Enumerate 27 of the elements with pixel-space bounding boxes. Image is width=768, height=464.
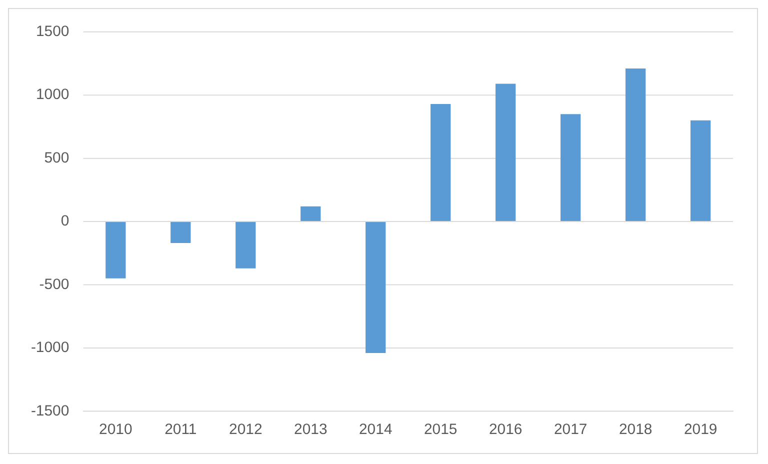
x-tick-label: 2014 xyxy=(358,421,392,438)
bar xyxy=(626,68,646,222)
y-tick-label: 1500 xyxy=(36,23,70,40)
x-tick-label: 2012 xyxy=(229,421,262,438)
x-tick-label: 2011 xyxy=(164,421,197,438)
bar xyxy=(690,120,711,222)
y-tick-label: 500 xyxy=(44,149,70,166)
bar xyxy=(496,84,516,222)
bar xyxy=(236,222,256,268)
y-tick-label: 1000 xyxy=(36,86,70,104)
bar xyxy=(300,206,321,222)
bar xyxy=(106,222,126,278)
y-tick-label: 0 xyxy=(60,212,70,230)
y-tick-label: -1500 xyxy=(30,402,70,420)
bar xyxy=(366,222,386,354)
x-tick-label: 2017 xyxy=(554,421,588,438)
y-tick-label: -500 xyxy=(39,276,70,293)
y-tick-label: -1000 xyxy=(30,339,70,356)
x-tick-label: 2018 xyxy=(618,421,652,438)
bar xyxy=(560,114,581,222)
bar xyxy=(170,222,191,244)
x-tick-label: 2015 xyxy=(424,421,458,438)
bar xyxy=(430,104,451,222)
x-tick-label: 2016 xyxy=(488,421,522,438)
x-tick-label: 2019 xyxy=(684,421,718,438)
x-tick-label: 2013 xyxy=(294,421,328,438)
x-tick-label: 2010 xyxy=(99,421,132,438)
